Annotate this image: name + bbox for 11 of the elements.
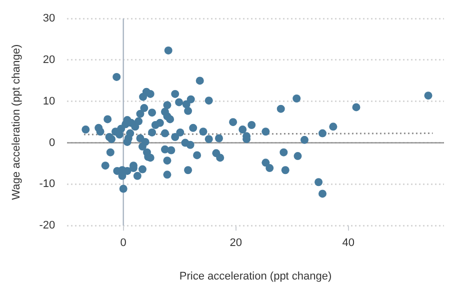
y-tick-label: 0: [48, 136, 56, 149]
y-tick-label: -20: [39, 220, 56, 232]
y-tick-label: 20: [42, 54, 56, 66]
y-tick-label: 30: [42, 12, 56, 25]
x-tick-label: 0: [120, 237, 126, 250]
y-axis-title: Wage acceleration (ppt change): [10, 44, 23, 200]
y-tick-label: 10: [42, 95, 56, 108]
x-axis-title: Price acceleration (ppt change): [179, 270, 332, 282]
x-tick-label: 20: [230, 237, 242, 250]
x-tick-label: 40: [342, 237, 354, 250]
y-tick-label: -10: [39, 178, 56, 190]
